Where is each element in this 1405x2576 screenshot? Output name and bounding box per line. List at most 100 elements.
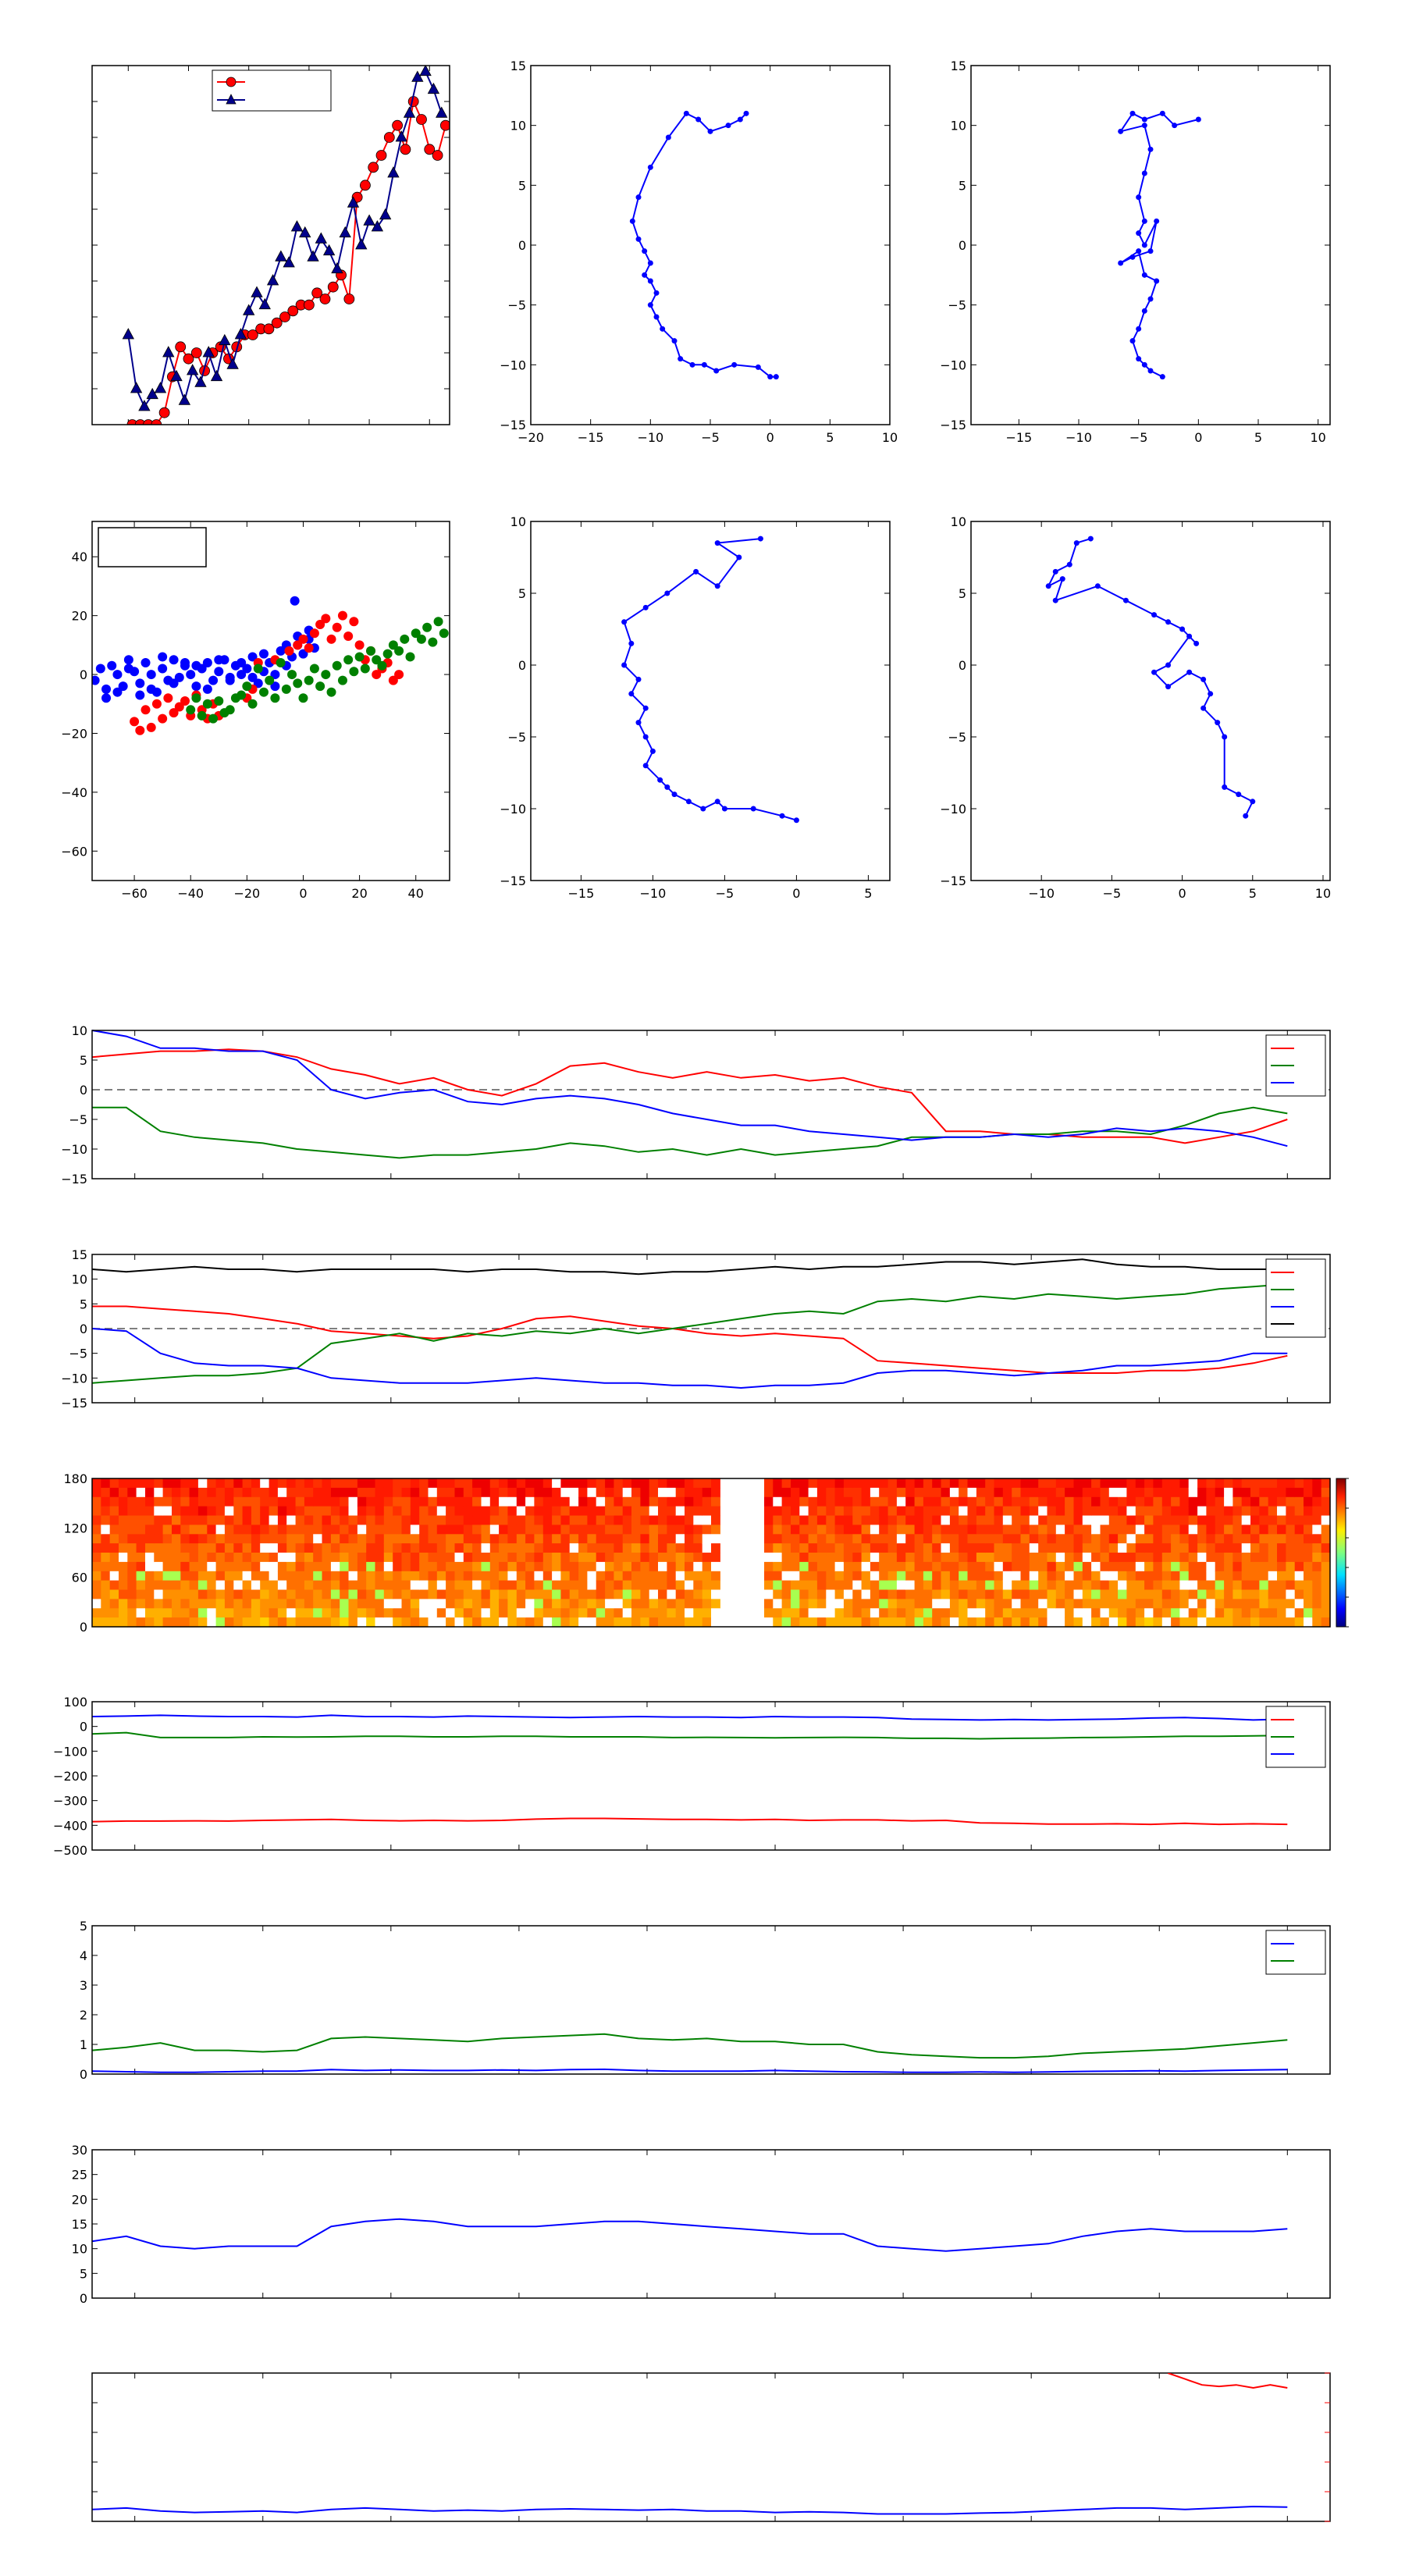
heatmap-cell bbox=[242, 1553, 252, 1563]
data-point bbox=[118, 681, 128, 692]
y-tick-label: 3 bbox=[80, 1978, 87, 1993]
heatmap-cell bbox=[463, 1478, 473, 1489]
heatmap-cell bbox=[136, 1553, 146, 1563]
heatmap-cell bbox=[516, 1506, 526, 1517]
heatmap-cell bbox=[861, 1506, 871, 1517]
heatmap-cell bbox=[587, 1487, 597, 1498]
heatmap-cell bbox=[1144, 1599, 1154, 1609]
heatmap-cell bbox=[481, 1525, 491, 1535]
heatmap-cell bbox=[560, 1543, 571, 1553]
y-tick-label: 30 bbox=[72, 2143, 87, 2158]
heatmap-cell bbox=[136, 1496, 146, 1507]
heatmap-cell bbox=[251, 1580, 261, 1591]
heatmap-cell bbox=[826, 1478, 836, 1489]
data-point bbox=[743, 110, 749, 116]
heatmap-cell bbox=[1055, 1561, 1065, 1572]
heatmap-cell bbox=[1250, 1543, 1260, 1553]
heatmap-cell bbox=[1135, 1506, 1145, 1517]
heatmap-cell bbox=[489, 1599, 500, 1609]
heatmap-cell bbox=[1286, 1543, 1296, 1553]
heatmap-cell bbox=[896, 1553, 906, 1563]
heatmap-cell bbox=[587, 1506, 597, 1517]
heatmap-cell bbox=[560, 1496, 571, 1507]
heatmap-cell bbox=[322, 1553, 332, 1563]
heatmap-cell bbox=[552, 1478, 561, 1489]
data-point bbox=[439, 119, 450, 131]
heatmap-cell bbox=[1259, 1534, 1269, 1544]
heatmap-cell bbox=[189, 1608, 199, 1618]
heatmap-cell bbox=[1241, 1525, 1251, 1535]
heatmap-cell bbox=[799, 1487, 809, 1498]
heatmap-cell bbox=[463, 1599, 473, 1609]
data-point bbox=[343, 632, 354, 642]
heatmap-cell bbox=[605, 1617, 614, 1628]
heatmap-cell bbox=[1215, 1478, 1225, 1489]
heatmap-cell bbox=[1286, 1617, 1296, 1628]
heatmap-cell bbox=[109, 1571, 119, 1582]
heatmap-cell bbox=[1118, 1561, 1127, 1572]
heatmap-cell bbox=[1304, 1571, 1313, 1582]
heatmap-cell bbox=[1135, 1534, 1145, 1544]
data-point bbox=[635, 720, 642, 726]
heatmap-cell bbox=[932, 1571, 942, 1582]
x-tick-label: −10 bbox=[1028, 886, 1055, 901]
heatmap-cell bbox=[985, 1589, 995, 1599]
heatmap-cell bbox=[949, 1525, 959, 1535]
heatmap-cell bbox=[640, 1543, 650, 1553]
heatmap-cell bbox=[781, 1589, 791, 1599]
heatmap-cell bbox=[1135, 1496, 1145, 1507]
heatmap-cell bbox=[816, 1506, 827, 1517]
heatmap-cell bbox=[1082, 1478, 1092, 1489]
heatmap-cell bbox=[215, 1506, 226, 1517]
heatmap-cell bbox=[1179, 1617, 1190, 1628]
heatmap-cell bbox=[534, 1599, 544, 1609]
heatmap-cell bbox=[101, 1515, 111, 1525]
data-point bbox=[372, 655, 382, 665]
heatmap-cell bbox=[596, 1561, 606, 1572]
heatmap-cell bbox=[1259, 1580, 1269, 1591]
heatmap-cell bbox=[1250, 1515, 1260, 1525]
heatmap-cell bbox=[330, 1515, 340, 1525]
heatmap-cell bbox=[92, 1589, 101, 1599]
heatmap-cell bbox=[189, 1543, 199, 1553]
heatmap-cell bbox=[640, 1478, 650, 1489]
heatmap-cell bbox=[260, 1496, 270, 1507]
heatmap-cell bbox=[101, 1496, 111, 1507]
heatmap-cell bbox=[852, 1506, 863, 1517]
data-point bbox=[1141, 308, 1147, 314]
heatmap-cell bbox=[1108, 1534, 1119, 1544]
heatmap-cell bbox=[154, 1580, 164, 1591]
heatmap-cell bbox=[667, 1608, 677, 1618]
heatmap-cell bbox=[843, 1617, 853, 1628]
heatmap-cell bbox=[985, 1580, 995, 1591]
heatmap-cell bbox=[197, 1478, 208, 1489]
heatmap-cell bbox=[967, 1589, 977, 1599]
heatmap-cell bbox=[251, 1599, 261, 1609]
heatmap-cell bbox=[693, 1515, 703, 1525]
heatmap-cell bbox=[340, 1478, 350, 1489]
heatmap-cell bbox=[887, 1478, 898, 1489]
heatmap-cell bbox=[119, 1553, 128, 1563]
series-line bbox=[91, 2068, 1288, 2073]
heatmap-cell bbox=[127, 1496, 137, 1507]
heatmap-cell bbox=[109, 1617, 119, 1628]
heatmap-cell bbox=[383, 1525, 393, 1535]
heatmap-cell bbox=[622, 1561, 632, 1572]
series-line bbox=[91, 1817, 1288, 1826]
heatmap-cell bbox=[932, 1478, 942, 1489]
heatmap-cell bbox=[454, 1543, 464, 1553]
heatmap-cell bbox=[967, 1580, 977, 1591]
heatmap-cell bbox=[1029, 1589, 1039, 1599]
heatmap-cell bbox=[1232, 1534, 1243, 1544]
chart-pt bbox=[91, 65, 450, 425]
heatmap-cell bbox=[808, 1543, 818, 1553]
heatmap-cell bbox=[914, 1599, 924, 1609]
heatmap-cell bbox=[791, 1617, 800, 1628]
heatmap-cell bbox=[1029, 1599, 1039, 1609]
heatmap-cell bbox=[870, 1617, 880, 1628]
y-tick-label: 10 bbox=[72, 1023, 87, 1038]
heatmap-cell bbox=[233, 1534, 244, 1544]
heatmap-cell bbox=[1073, 1617, 1083, 1628]
y-tick-label: −40 bbox=[61, 785, 87, 800]
heatmap-cell bbox=[1250, 1496, 1260, 1507]
